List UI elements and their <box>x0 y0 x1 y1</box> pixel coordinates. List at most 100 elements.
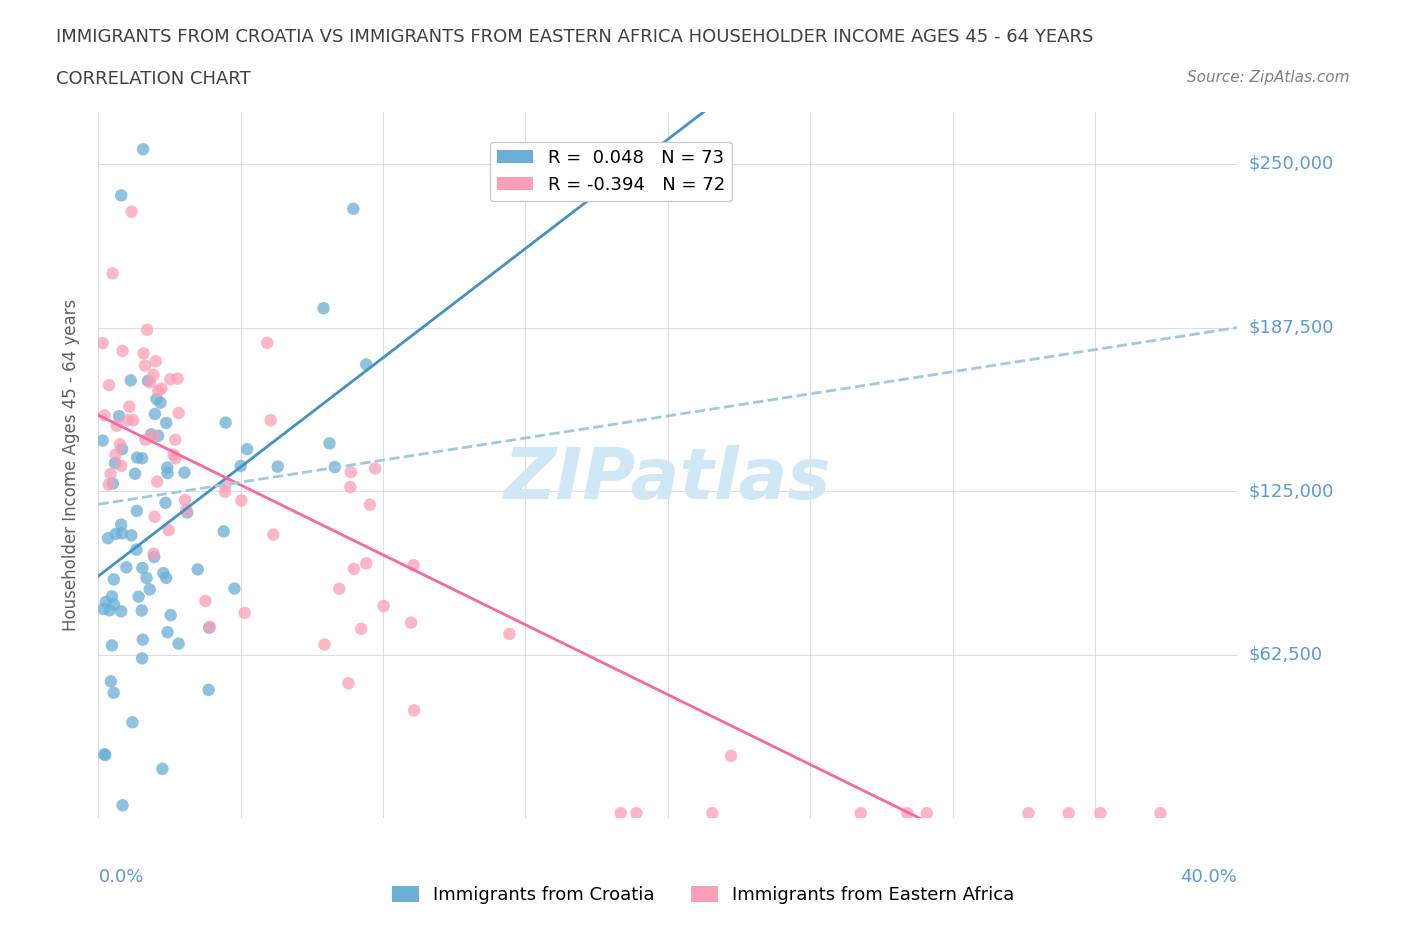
Point <box>122 413 145 428</box>
Text: $62,500: $62,500 <box>1249 645 1323 664</box>
Point <box>402 558 425 573</box>
Point <box>214 478 236 493</box>
Point <box>101 638 124 653</box>
Point <box>94 594 117 609</box>
Point <box>118 399 141 414</box>
Point <box>125 542 148 557</box>
Point <box>101 266 124 281</box>
Point <box>267 459 290 474</box>
Point <box>104 526 127 541</box>
Point <box>1017 805 1039 820</box>
Point <box>101 476 124 491</box>
Point <box>167 636 190 651</box>
Point <box>224 581 246 596</box>
Legend: R =  0.048   N = 73, R = -0.394   N = 72: R = 0.048 N = 73, R = -0.394 N = 72 <box>489 142 733 201</box>
Point <box>138 582 160 597</box>
Point <box>143 550 166 565</box>
Point <box>236 442 259 457</box>
Point <box>146 474 169 489</box>
Point <box>609 805 631 820</box>
Point <box>108 409 131 424</box>
Point <box>214 485 236 499</box>
Point <box>111 442 134 457</box>
Point <box>103 572 125 587</box>
Point <box>198 619 221 634</box>
Point <box>103 597 125 612</box>
Point <box>150 381 173 396</box>
Point <box>145 353 167 368</box>
Point <box>101 589 124 604</box>
Point <box>120 373 142 388</box>
Point <box>94 748 117 763</box>
Point <box>104 456 127 471</box>
Point <box>343 562 366 577</box>
Point <box>103 685 125 700</box>
Text: $187,500: $187,500 <box>1249 319 1334 337</box>
Point <box>197 683 219 698</box>
Point <box>337 676 360 691</box>
Point <box>143 510 166 525</box>
Point <box>110 517 132 532</box>
Point <box>111 526 134 541</box>
Point <box>131 651 153 666</box>
Text: $125,000: $125,000 <box>1249 482 1334 500</box>
Point <box>127 450 149 465</box>
Point <box>93 602 115 617</box>
Point <box>91 433 114 448</box>
Point <box>1090 805 1112 820</box>
Point <box>128 590 150 604</box>
Point <box>364 461 387 476</box>
Point <box>110 188 132 203</box>
Legend: Immigrants from Croatia, Immigrants from Eastern Africa: Immigrants from Croatia, Immigrants from… <box>384 879 1022 911</box>
Point <box>131 561 153 576</box>
Point <box>399 615 422 630</box>
Point <box>110 604 132 618</box>
Point <box>323 459 346 474</box>
Point <box>93 747 115 762</box>
Point <box>342 202 364 217</box>
Point <box>93 408 115 423</box>
Text: ZIPatlas: ZIPatlas <box>505 445 831 513</box>
Text: 40.0%: 40.0% <box>1181 868 1237 886</box>
Point <box>97 378 120 392</box>
Point <box>214 415 236 430</box>
Point <box>159 607 181 622</box>
Point <box>498 627 520 642</box>
Point <box>176 505 198 520</box>
Point <box>110 458 132 473</box>
Text: $250,000: $250,000 <box>1249 155 1334 173</box>
Point <box>173 465 195 480</box>
Point <box>149 395 172 410</box>
Point <box>97 477 120 492</box>
Point <box>359 498 381 512</box>
Point <box>187 562 209 577</box>
Point <box>132 141 155 156</box>
Point <box>159 372 181 387</box>
Point <box>260 413 283 428</box>
Point <box>141 427 163 442</box>
Point <box>314 637 336 652</box>
Point <box>720 749 742 764</box>
Point <box>212 524 235 538</box>
Point <box>111 343 134 358</box>
Point <box>373 599 395 614</box>
Point <box>98 603 121 618</box>
Point <box>356 357 378 372</box>
Point <box>157 523 180 538</box>
Point <box>312 300 335 315</box>
Point <box>136 373 159 388</box>
Point <box>135 571 157 586</box>
Point <box>148 384 170 399</box>
Point <box>136 323 159 338</box>
Point <box>143 406 166 421</box>
Point <box>131 603 153 618</box>
Point <box>165 432 187 447</box>
Point <box>194 593 217 608</box>
Point <box>155 496 177 511</box>
Point <box>134 358 156 373</box>
Point <box>131 451 153 466</box>
Point <box>120 528 142 543</box>
Point <box>146 429 169 444</box>
Point <box>139 375 162 390</box>
Point <box>97 531 120 546</box>
